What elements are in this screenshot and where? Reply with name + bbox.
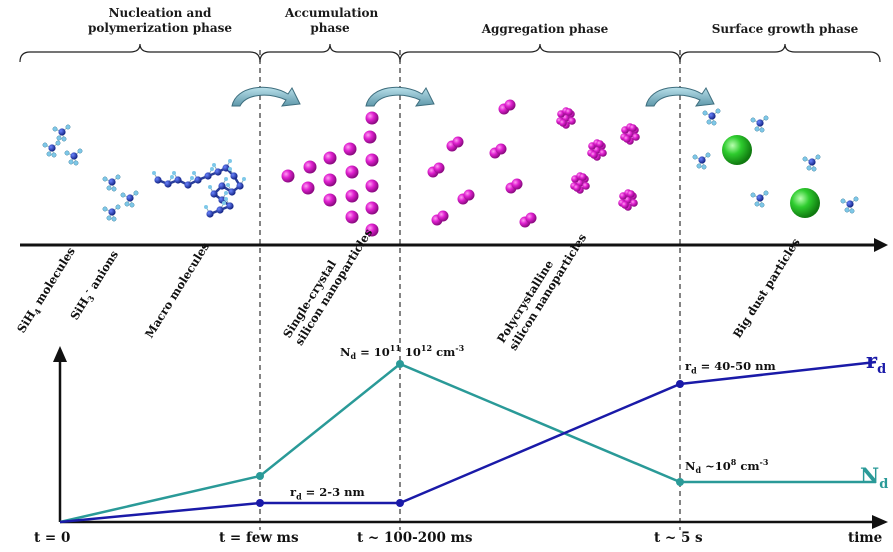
nanoparticle-icon (345, 210, 359, 224)
nanoparticle-icon (457, 189, 475, 205)
curves (59, 360, 877, 524)
curved-arrow-icon (365, 86, 435, 107)
nanoparticle-icon (489, 143, 507, 159)
nanoparticle-icon (365, 111, 379, 125)
cluster-icon (556, 107, 576, 129)
nanoparticle-icon (363, 130, 377, 144)
tick-few-ms: t = few ms (219, 530, 299, 546)
sih4-molecule-icon (802, 154, 821, 172)
phase-title-aggregation: Aggregation phase (481, 22, 609, 36)
nanoparticle-icon (301, 181, 315, 195)
phase-braces (19, 43, 881, 63)
cluster-icon (587, 139, 607, 161)
curved-arrow-icon (645, 86, 715, 107)
annotation-nd-low: Nd ~108 cm-3 (685, 457, 769, 476)
sih4-molecule-icon (750, 190, 769, 208)
rd-point (676, 380, 684, 388)
sih4-molecule-icon (64, 148, 83, 166)
nanoparticle-icon (365, 179, 379, 193)
brace-accumulation (259, 43, 401, 63)
species-axis (20, 238, 888, 252)
sih4-molecule-icon (840, 196, 859, 214)
nanoparticle-icon (498, 99, 516, 115)
nanoparticle-icon (345, 189, 359, 203)
sih3-anion-icon (120, 190, 139, 208)
sih4-molecule-icon (692, 152, 711, 170)
rd-point (396, 499, 404, 507)
cluster-icon (620, 123, 640, 145)
sih3-anion-icon (102, 204, 121, 222)
sih3-anion-icon (102, 174, 121, 192)
nd-point (396, 360, 404, 368)
tick-5-s: t ~ 5 s (654, 530, 703, 546)
nanoparticle-icon (446, 136, 464, 152)
brace-surface-growth (679, 43, 881, 63)
nanoparticle-icon (323, 151, 337, 165)
curve-label-nd: Nd (860, 463, 889, 493)
sih4-molecule-icon (702, 108, 721, 126)
nanoparticle-icon (365, 223, 379, 237)
nd-curve (59, 362, 876, 524)
time-plot-axes (53, 346, 888, 529)
brace-aggregation (399, 43, 681, 63)
nanoparticle-icon (519, 212, 537, 228)
phase-title-accumulation: Accumulation phase (285, 6, 379, 35)
nanoparticle-icon (343, 142, 357, 156)
annotation-nd-peak: Nd = 1011 1012 cm-3 (340, 343, 465, 362)
nd-point (256, 472, 264, 480)
annotation-rd-large: rd = 40-50 nm (685, 359, 776, 376)
tick-t0: t = 0 (34, 530, 71, 546)
rd-point (256, 499, 264, 507)
phase-dividers (259, 50, 681, 530)
sih4-molecule-icon (52, 124, 71, 142)
brace-nucleation (19, 43, 261, 63)
nanoparticle-icon (345, 165, 359, 179)
sih4-molecule-icon (750, 115, 769, 133)
rd-curve (59, 360, 877, 524)
nanoparticle-icon (365, 201, 379, 215)
annotation-rd-small: rd = 2-3 nm (290, 485, 365, 502)
nanoparticle-icon (431, 210, 449, 226)
cluster-icon (618, 189, 638, 211)
tick-100-200-ms: t ~ 100-200 ms (357, 530, 473, 546)
cluster-icon (570, 172, 590, 194)
nanoparticle-icon (323, 173, 337, 187)
phase-title-nucleation: Nucleation and polymerization phase (87, 6, 233, 35)
axis-time-label: time (848, 530, 883, 546)
nanoparticle-icon (365, 153, 379, 167)
macro-molecule-icon (152, 159, 246, 218)
dust-particle-icon (790, 188, 820, 218)
transition-arrows (231, 86, 715, 107)
nanoparticle-icon (281, 169, 295, 183)
nanoparticle-icon (303, 160, 317, 174)
dust-particle-icon (722, 135, 752, 165)
nanoparticle-icon (427, 162, 445, 178)
nanoparticle-icon (505, 178, 523, 194)
nanoparticle-icon (323, 193, 337, 207)
curved-arrow-icon (231, 86, 301, 107)
sih4-molecule-icon (42, 140, 61, 158)
particle-illustrations (42, 99, 859, 237)
phase-title-surface-growth: Surface growth phase (711, 22, 859, 36)
curve-label-rd: rd (866, 348, 887, 378)
nd-point (676, 478, 684, 486)
